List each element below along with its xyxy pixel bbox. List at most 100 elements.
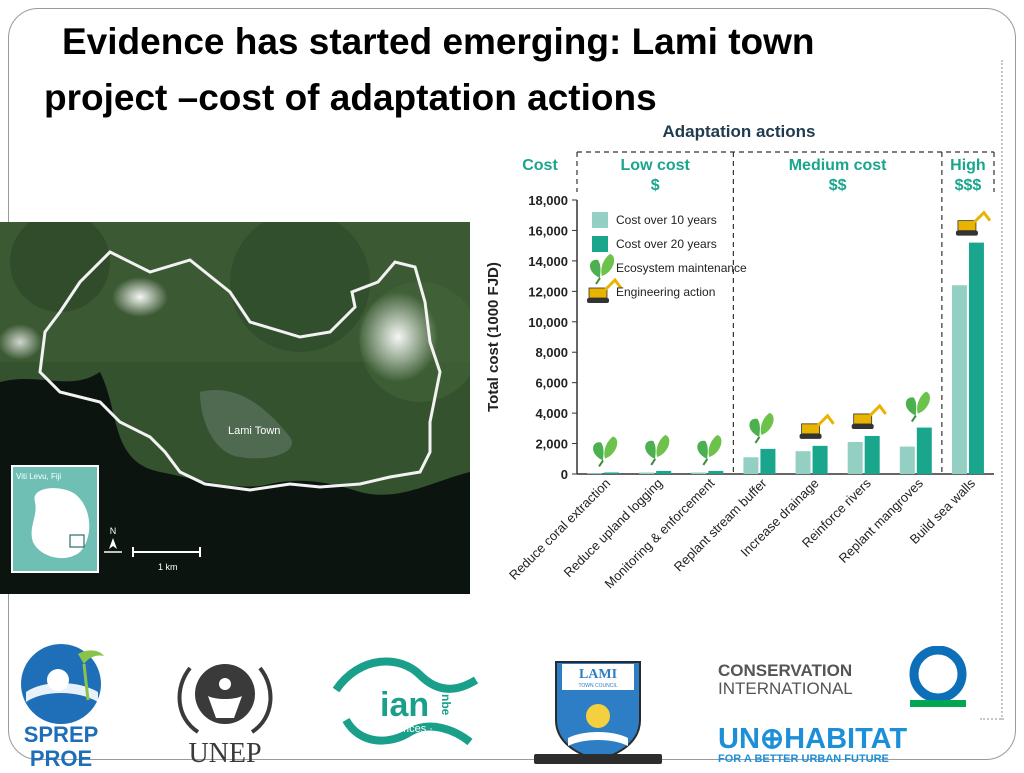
inset-map-label: Viti Levu, Fiji: [16, 472, 61, 481]
engineering-excavator-icon: [801, 423, 820, 435]
bar-cost-20-years: [968, 242, 984, 474]
engineering-excavator-icon: [972, 210, 992, 224]
y-axis-label: Total cost (1000 FJD): [485, 262, 502, 412]
slide-title-line-1: Evidence has started emerging: Lami town: [62, 21, 815, 62]
ecosystem-leaf-icon: [905, 397, 917, 416]
ecosystem-leaf-icon: [697, 440, 708, 459]
engineering-excavator-icon: [588, 287, 608, 299]
ecosystem-leaf-icon: [917, 391, 930, 414]
slide-title: Evidence has started emerging: Lami town…: [44, 14, 1014, 126]
y-tick-label: 4,000: [535, 406, 568, 421]
legend-label: Ecosystem maintenance: [616, 261, 747, 275]
chart-title: Adaptation actions: [662, 122, 815, 141]
sea-area: [0, 372, 470, 594]
town-label: Lami Town: [228, 425, 280, 437]
x-category-label: Reduce upland logging: [561, 476, 666, 581]
ecosystem-leaf-icon: [598, 459, 604, 468]
scale-label: 1 km: [158, 562, 178, 572]
bar-cost-10-years: [639, 472, 655, 474]
bar-cost-20-years: [760, 448, 776, 474]
town-area: [200, 390, 292, 459]
ian-umces-logo: ian nbe · umces ·: [330, 650, 480, 765]
ecosystem-leaf-icon: [749, 418, 760, 437]
ecosystem-leaf-icon: [595, 277, 601, 285]
island-outline: [31, 488, 90, 559]
y-tick-label: 8,000: [535, 345, 568, 360]
ian-side-text: nbe: [439, 694, 453, 716]
engineering-excavator-icon: [816, 413, 835, 427]
cloud: [0, 324, 42, 360]
bar-cost-20-years: [864, 435, 880, 474]
cloud: [358, 292, 438, 382]
engineering-excavator-icon: [851, 423, 874, 429]
cost-group-symbol: $$: [829, 177, 847, 194]
cost-group-label: Medium cost: [789, 157, 887, 174]
lami-town-council-logo: LAMI TOWN COUNCIL: [528, 658, 668, 768]
wave-icon: [342, 717, 473, 746]
bar-cost-20-years: [656, 470, 672, 474]
legend-label: Engineering action: [616, 285, 715, 299]
ecosystem-leaf-icon: [910, 415, 917, 423]
legend-label: Cost over 10 years: [616, 213, 717, 227]
cost-group-label: High: [950, 157, 986, 174]
north-arrow-icon: [109, 538, 117, 549]
ecosystem-leaf-icon: [760, 412, 774, 435]
bar-cost-10-years: [951, 285, 967, 474]
laurel-icon: [250, 666, 273, 734]
un-habitat-wordmark: UN⊕HABITAT: [718, 723, 907, 755]
y-tick-label: 16,000: [528, 223, 568, 238]
y-tick-label: 10,000: [528, 315, 568, 330]
engineering-excavator-icon: [957, 220, 977, 232]
wave-icon: [332, 657, 479, 693]
bar-cost-10-years: [847, 442, 863, 474]
y-tick-label: 6,000: [535, 376, 568, 391]
unep-logo: UNEP: [160, 648, 290, 769]
bar-cost-10-years: [691, 472, 707, 474]
un-habitat-logo: UN⊕HABITAT FOR A BETTER URBAN FUTURE: [716, 718, 976, 766]
cost-group-label: Low cost: [621, 157, 691, 174]
engineering-excavator-icon: [853, 413, 873, 425]
ci-line-1: CONSERVATION: [718, 661, 852, 680]
ecosystem-leaf-icon: [708, 434, 722, 457]
ecosystem-leaf-icon: [650, 458, 657, 466]
bar-cost-10-years: [587, 473, 603, 474]
unep-wordmark: UNEP: [188, 738, 261, 768]
ecosystem-leaf-icon: [656, 434, 670, 457]
engineering-excavator-icon: [799, 433, 822, 439]
slide-border-decoration: [980, 718, 1004, 720]
cloud: [112, 277, 168, 317]
conservation-international-logo: CONSERVATION INTERNATIONAL: [716, 645, 976, 710]
y-tick-label: 14,000: [528, 254, 568, 269]
y-tick-label: 18,000: [528, 193, 568, 208]
engineering-excavator-icon: [955, 230, 978, 236]
ecosystem-leaf-icon: [593, 442, 604, 461]
x-category-label: Replant stream buffer: [671, 475, 770, 574]
cost-group-symbol: $$$: [955, 177, 982, 194]
chart-svg: Adaptation actions Cost Low cost $ Medium co…: [485, 122, 995, 591]
north-label: N: [110, 526, 117, 536]
lami-crest-title: LAMI: [579, 667, 617, 682]
ecosystem-leaf-icon: [645, 440, 656, 459]
slide-title-line-2: project –cost of adaptation actions: [44, 77, 657, 118]
adaptation-cost-chart: Adaptation actions Cost Low cost $ Medium co…: [474, 118, 1004, 638]
engineering-excavator-icon: [587, 298, 609, 303]
slide-border-decoration: [1001, 60, 1003, 720]
x-category-label: Reduce coral extraction: [506, 476, 613, 583]
partner-logos: SPREP PROE UNEP ian nbe · umces · LAMI: [0, 640, 1024, 771]
ci-bar-icon: [910, 700, 966, 707]
ci-circle-icon: [909, 645, 967, 703]
sprep-line-2: PROE: [30, 746, 92, 768]
cost-header-label: Cost: [522, 157, 558, 174]
town-boundary-outline: [38, 250, 442, 492]
unep-globe-icon: [195, 664, 255, 724]
un-habitat-tagline: FOR A BETTER URBAN FUTURE: [718, 753, 889, 765]
y-tick-label: 2,000: [535, 437, 568, 452]
bar-cost-20-years: [708, 470, 724, 474]
engineering-excavator-icon: [868, 403, 887, 418]
ecosystem-leaf-icon: [604, 436, 618, 459]
bar-cost-20-years: [604, 472, 620, 474]
ian-subtext: · umces ·: [387, 723, 433, 735]
lami-crest-subtitle: TOWN COUNCIL: [578, 683, 617, 689]
laurel-icon: [177, 666, 200, 734]
bar-cost-10-years: [899, 446, 915, 474]
